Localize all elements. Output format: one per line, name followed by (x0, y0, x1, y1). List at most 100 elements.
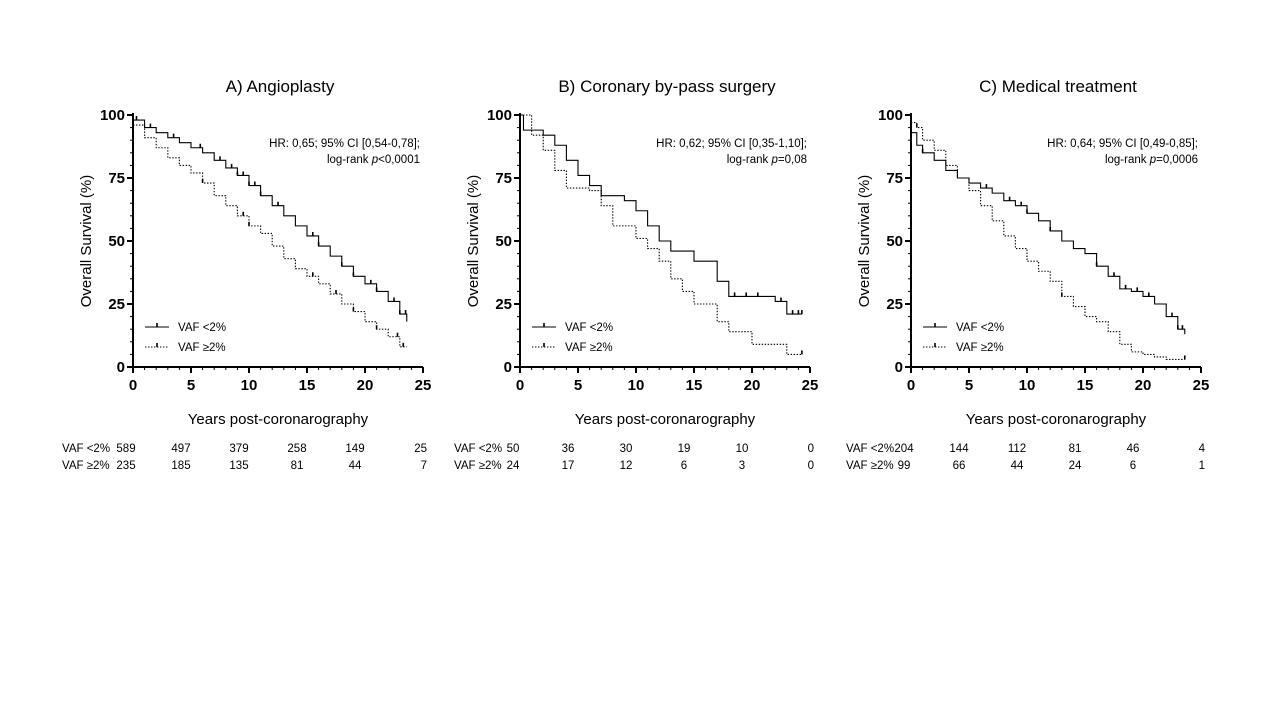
log-rank-label: log-rank p=0,0006 (1105, 154, 1198, 166)
x-tick-label: 15 (299, 377, 316, 394)
x-tick-label: 20 (357, 377, 374, 394)
x-tick-label: 25 (1193, 377, 1210, 394)
risk-count: 10 (736, 443, 749, 455)
risk-count: 0 (808, 460, 814, 472)
legend-label: VAF ≥2% (178, 342, 226, 354)
x-tick-label: 0 (907, 377, 915, 394)
risk-row-label: VAF ≥2% (62, 460, 110, 472)
x-tick-label: 15 (686, 377, 703, 394)
legend-label: VAF <2% (565, 322, 613, 334)
y-tick-label: 0 (504, 359, 512, 376)
risk-count: 235 (116, 460, 135, 472)
risk-count: 44 (1011, 460, 1024, 472)
risk-count: 497 (171, 443, 190, 455)
y-tick-label: 50 (495, 233, 512, 250)
survival-panel-3: C) Medical treatment 0 25 50 75 100 0 5 10 15 20 25… (846, 77, 1209, 472)
risk-count: 149 (345, 443, 364, 455)
risk-count: 258 (287, 443, 306, 455)
risk-count: 81 (291, 460, 304, 472)
y-tick-label: 75 (108, 170, 125, 187)
risk-row-label: VAF ≥2% (846, 460, 894, 472)
x-tick-label: 5 (187, 377, 195, 394)
risk-count: 12 (620, 460, 633, 472)
risk-count: 36 (562, 443, 575, 455)
risk-count: 17 (562, 460, 575, 472)
risk-row-label: VAF ≥2% (454, 460, 502, 472)
log-rank-label: log-rank p<0,0001 (327, 154, 420, 166)
x-tick-label: 10 (1019, 377, 1036, 394)
legend-label: VAF ≥2% (956, 342, 1004, 354)
risk-count: 25 (414, 443, 427, 455)
y-tick-label: 50 (108, 233, 125, 250)
y-tick-label: 100 (487, 107, 512, 124)
y-axis-label: Overall Survival (%) (78, 175, 95, 308)
x-tick-label: 10 (241, 377, 258, 394)
risk-count: 4 (1199, 443, 1206, 455)
x-tick-label: 20 (1135, 377, 1152, 394)
log-rank-label: log-rank p=0,08 (727, 154, 807, 166)
risk-count: 81 (1069, 443, 1082, 455)
x-tick-label: 5 (965, 377, 973, 394)
hazard-ratio-label: HR: 0,64; 95% CI [0,49-0,85]; (1047, 138, 1198, 150)
risk-count: 30 (620, 443, 633, 455)
risk-count: 1 (1199, 460, 1205, 472)
risk-row-label: VAF <2% (454, 443, 502, 455)
risk-count: 185 (171, 460, 190, 472)
survival-curve-vaf-above-2 (520, 114, 802, 355)
risk-count: 0 (808, 443, 814, 455)
risk-count: 6 (1130, 460, 1136, 472)
x-tick-label: 0 (129, 377, 137, 394)
x-axis-label: Years post-coronarography (966, 411, 1147, 428)
legend-label: VAF <2% (956, 322, 1004, 334)
survival-curve-vaf-below-2 (133, 119, 408, 322)
y-tick-label: 100 (100, 107, 125, 124)
risk-count: 112 (1008, 443, 1026, 455)
risk-count: 144 (949, 443, 969, 455)
x-tick-label: 0 (516, 377, 524, 394)
y-tick-label: 75 (495, 170, 512, 187)
survival-curve-vaf-below-2 (911, 132, 1186, 335)
x-axis-label: Years post-coronarography (575, 411, 756, 428)
risk-count: 589 (116, 443, 135, 455)
risk-count: 24 (507, 460, 520, 472)
x-tick-label: 10 (628, 377, 645, 394)
panel-title: B) Coronary by-pass surgery (558, 77, 776, 96)
x-tick-label: 25 (802, 377, 819, 394)
x-tick-label: 25 (415, 377, 432, 394)
survival-panel-1: A) Angioplasty 0 25 50 75 100 0 5 10 15 20 25 Years … (62, 77, 431, 472)
y-tick-label: 75 (886, 170, 903, 187)
panel-title: A) Angioplasty (226, 77, 335, 96)
risk-count: 44 (349, 460, 362, 472)
risk-count: 135 (229, 460, 248, 472)
hazard-ratio-label: HR: 0,65; 95% CI [0,54-0,78]; (269, 138, 420, 150)
risk-count: 204 (894, 443, 914, 455)
panel-title: C) Medical treatment (979, 77, 1137, 96)
survival-curve-vaf-below-2 (520, 114, 802, 315)
x-tick-label: 20 (744, 377, 761, 394)
risk-count: 46 (1127, 443, 1140, 455)
risk-count: 7 (421, 460, 427, 472)
risk-row-label: VAF <2% (62, 443, 110, 455)
hazard-ratio-label: HR: 0,62; 95% CI [0,35-1,10]; (656, 138, 807, 150)
risk-count: 3 (739, 460, 745, 472)
risk-row-label: VAF <2% (846, 443, 894, 455)
x-tick-label: 15 (1077, 377, 1094, 394)
risk-count: 24 (1069, 460, 1082, 472)
risk-count: 50 (507, 443, 520, 455)
y-axis-label: Overall Survival (%) (856, 175, 873, 308)
y-tick-label: 0 (895, 359, 903, 376)
y-axis-label: Overall Survival (%) (465, 175, 482, 308)
survival-curve-vaf-above-2 (911, 122, 1185, 360)
survival-curve-vaf-above-2 (133, 124, 407, 348)
y-tick-label: 100 (878, 107, 903, 124)
y-tick-label: 50 (886, 233, 903, 250)
risk-count: 379 (229, 443, 248, 455)
legend-label: VAF ≥2% (565, 342, 613, 354)
risk-count: 99 (898, 460, 911, 472)
risk-count: 19 (678, 443, 691, 455)
y-tick-label: 25 (495, 296, 512, 313)
y-tick-label: 25 (108, 296, 125, 313)
risk-count: 6 (681, 460, 687, 472)
